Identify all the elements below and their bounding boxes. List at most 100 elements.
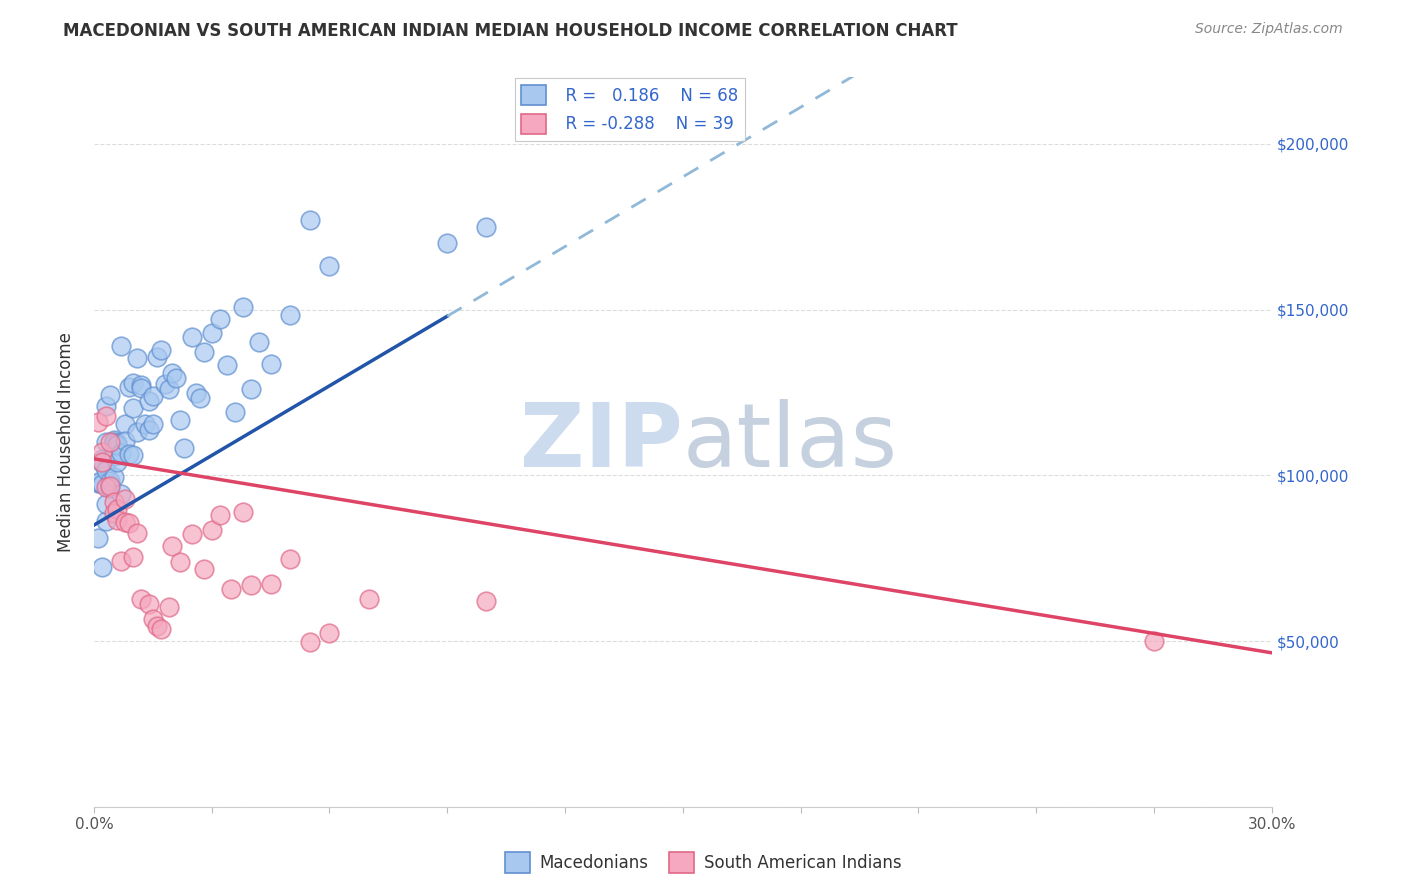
Point (122, 376, 145, 391)
Point (103, 494, 125, 508)
Point (90, 477, 112, 491)
Point (217, 358, 239, 372)
Point (357, 592, 380, 607)
Point (239, 578, 262, 592)
Point (127, 425, 149, 440)
Point (107, 502, 129, 516)
Point (103, 450, 125, 464)
Point (162, 539, 184, 553)
Point (127, 526, 149, 541)
Point (103, 433, 125, 447)
Point (103, 470, 125, 484)
Point (118, 516, 141, 531)
Point (475, 219, 498, 234)
Point (94, 463, 117, 477)
Point (165, 371, 187, 385)
Point (193, 561, 215, 575)
Point (98, 474, 121, 488)
Point (259, 577, 281, 591)
Point (114, 492, 136, 507)
Point (103, 506, 125, 520)
Legend:   R =   0.186    N = 68,   R = -0.288    N = 39: R = 0.186 N = 68, R = -0.288 N = 39 (515, 78, 745, 141)
Point (90, 455, 112, 469)
Legend: Macedonians, South American Indians: Macedonians, South American Indians (498, 846, 908, 880)
Point (87, 416, 110, 430)
Point (107, 436, 129, 450)
Point (98, 387, 121, 401)
Point (110, 338, 132, 352)
Point (436, 236, 458, 251)
Point (114, 417, 136, 431)
Point (90, 445, 112, 459)
Point (110, 554, 132, 568)
Point (149, 343, 172, 358)
Point (138, 394, 160, 409)
Point (208, 312, 231, 326)
Point (142, 612, 165, 626)
Point (94, 400, 117, 414)
Point (208, 508, 231, 523)
Point (103, 434, 125, 449)
Point (145, 618, 167, 632)
Point (153, 377, 176, 392)
Point (94, 497, 117, 511)
Text: ZIP: ZIP (520, 399, 683, 486)
Point (118, 380, 141, 394)
Point (118, 447, 141, 461)
Point (114, 515, 136, 529)
Point (188, 391, 211, 405)
Point (221, 582, 243, 596)
Point (193, 345, 215, 359)
Point (107, 455, 129, 469)
Point (247, 334, 270, 349)
Point (103, 445, 125, 459)
Point (162, 366, 184, 380)
Point (201, 523, 224, 537)
Point (318, 625, 340, 640)
Point (122, 401, 145, 415)
Text: MACEDONIAN VS SOUTH AMERICAN INDIAN MEDIAN HOUSEHOLD INCOME CORRELATION CHART: MACEDONIAN VS SOUTH AMERICAN INDIAN MEDI… (63, 22, 957, 40)
Point (149, 622, 172, 636)
Point (239, 382, 262, 396)
Point (90, 452, 112, 467)
Point (157, 382, 180, 396)
Point (98, 478, 121, 492)
Point (138, 423, 160, 437)
Text: atlas: atlas (683, 399, 898, 486)
Point (127, 351, 149, 365)
Point (181, 527, 204, 541)
Point (201, 326, 224, 340)
Point (129, 592, 152, 607)
Point (98, 477, 121, 491)
Point (90, 560, 112, 574)
Point (224, 405, 246, 419)
Point (145, 350, 167, 364)
Point (107, 437, 129, 451)
Point (98, 481, 121, 495)
Text: Source: ZipAtlas.com: Source: ZipAtlas.com (1195, 22, 1343, 37)
Point (157, 600, 180, 615)
Point (122, 448, 145, 462)
Point (90, 457, 112, 471)
Point (134, 417, 156, 431)
Point (87, 476, 110, 491)
Point (169, 413, 191, 427)
Point (173, 441, 195, 455)
Point (94, 515, 117, 529)
Point (110, 487, 132, 501)
Point (142, 417, 165, 431)
Point (122, 549, 145, 564)
Point (298, 213, 321, 227)
Point (318, 260, 340, 274)
Point (87, 475, 110, 490)
Point (94, 435, 117, 450)
Point (107, 513, 129, 527)
Point (1143, 634, 1166, 648)
Point (232, 300, 254, 314)
Point (94, 409, 117, 424)
Point (94, 480, 117, 494)
Point (184, 386, 207, 401)
Point (298, 634, 321, 648)
Point (98, 435, 121, 450)
Point (110, 446, 132, 460)
